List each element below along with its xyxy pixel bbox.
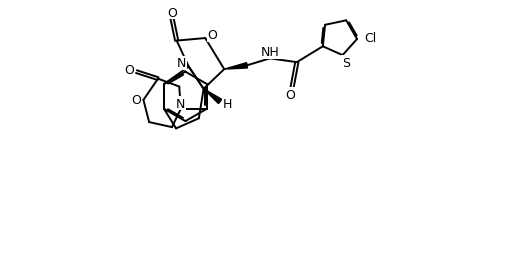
Text: S: S — [342, 56, 350, 69]
Polygon shape — [203, 89, 222, 104]
Text: H: H — [222, 97, 232, 110]
Text: Cl: Cl — [364, 32, 377, 45]
Text: O: O — [167, 7, 177, 20]
Polygon shape — [224, 64, 247, 70]
Text: O: O — [207, 29, 217, 42]
Text: O: O — [124, 63, 134, 76]
Text: NH: NH — [261, 46, 280, 59]
Text: N: N — [177, 57, 186, 70]
Text: O: O — [286, 89, 295, 102]
Text: O: O — [131, 94, 141, 107]
Text: N: N — [176, 97, 185, 110]
